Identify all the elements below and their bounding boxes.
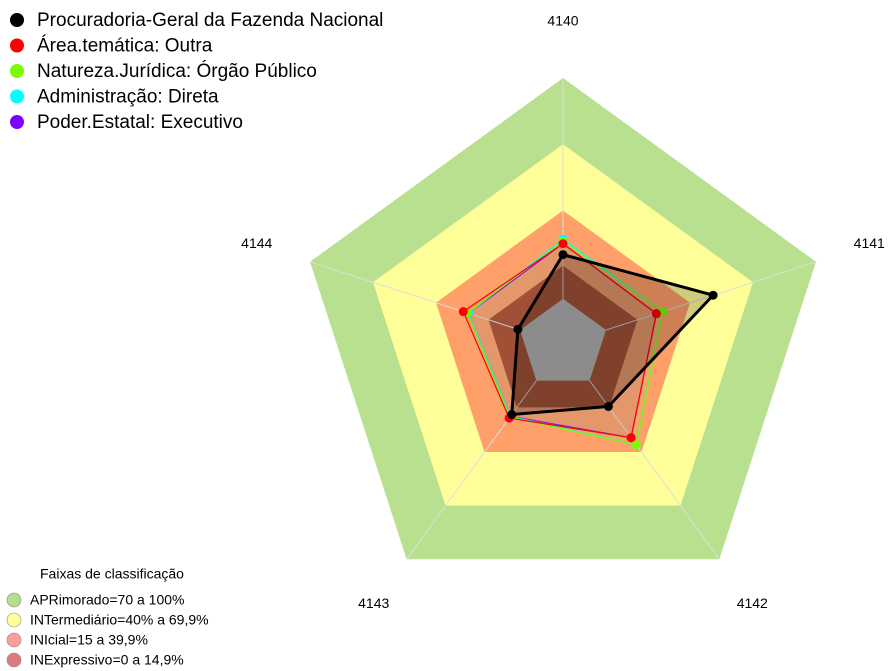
point xyxy=(603,401,613,411)
spoke xyxy=(406,380,537,560)
series-area xyxy=(466,240,664,446)
band-marker xyxy=(6,632,22,648)
band-label: INExpressivo=0 a 14,9% xyxy=(30,652,184,668)
axis-label: 4140 xyxy=(547,13,578,29)
legend-label: Poder.Estatal: Executivo xyxy=(37,112,243,133)
series-area xyxy=(462,242,658,439)
legend-marker xyxy=(10,89,24,104)
legend-label: Área.temática: Outra xyxy=(37,36,213,57)
point xyxy=(507,410,517,420)
axis-label: 4144 xyxy=(241,235,272,251)
point xyxy=(513,324,523,334)
point xyxy=(558,239,568,249)
band-marker xyxy=(6,592,22,608)
point xyxy=(458,307,468,317)
band-label: INIcial=15 a 39,9% xyxy=(30,632,148,648)
axis-label: 4142 xyxy=(737,595,768,611)
point xyxy=(626,433,636,443)
legend-label: Natureza.Jurídica: Órgão Público xyxy=(37,60,317,82)
point xyxy=(631,440,641,450)
legend-marker xyxy=(10,13,24,27)
legend-label: Administração: Direta xyxy=(37,87,219,108)
point xyxy=(558,250,568,260)
center xyxy=(519,298,607,381)
band-label: INTermediário=40% a 69,9% xyxy=(30,612,209,628)
series-area xyxy=(510,252,716,417)
band-marker xyxy=(6,652,22,668)
band-label: APRimorado=70 a 100% xyxy=(30,592,185,608)
bands-title: Faixas de classificação xyxy=(40,566,184,582)
point xyxy=(708,290,718,300)
legend-marker xyxy=(10,38,24,53)
point xyxy=(651,309,661,319)
axis-label: 4141 xyxy=(854,235,885,251)
spoke xyxy=(309,261,521,331)
band-marker xyxy=(6,612,22,628)
legend-marker xyxy=(10,115,24,129)
legend-marker xyxy=(10,64,24,78)
legend-label: Procuradoria-Geral da Fazenda Nacional xyxy=(37,10,383,31)
axis-label: 4143 xyxy=(358,595,389,611)
spoke xyxy=(589,380,720,560)
